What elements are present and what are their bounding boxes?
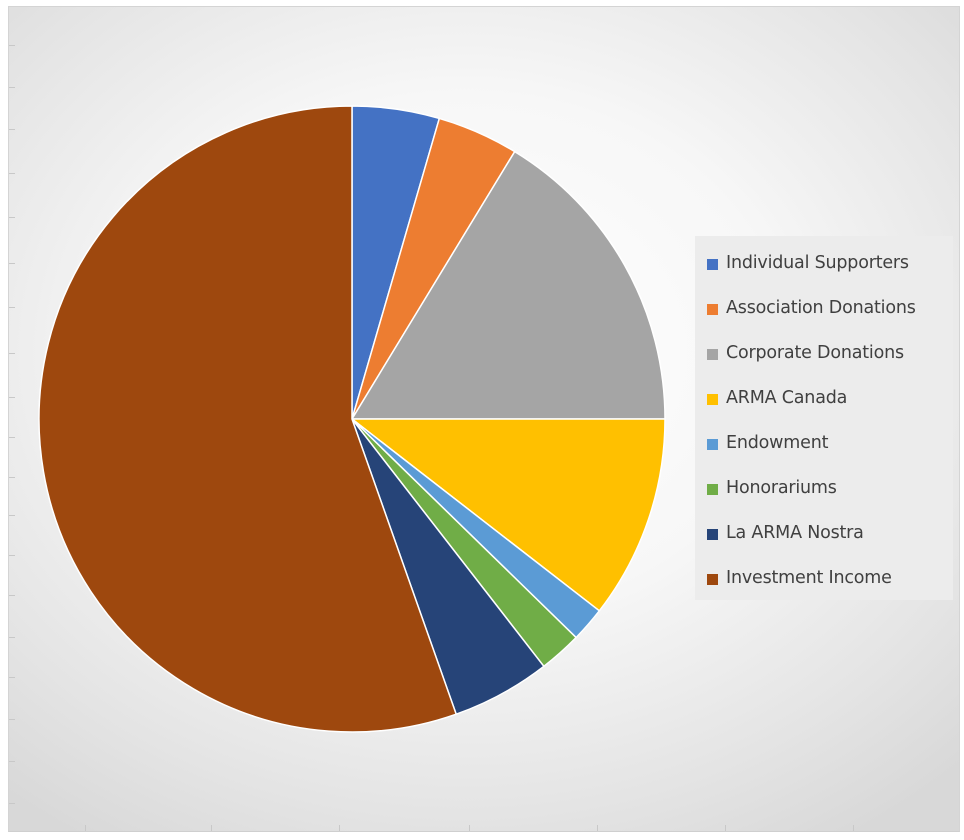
legend-item: Investment Income xyxy=(695,563,953,608)
edge-tick xyxy=(469,825,470,831)
edge-tick xyxy=(9,595,15,596)
edge-tick xyxy=(339,825,340,831)
edge-tick xyxy=(211,825,212,831)
edge-tick xyxy=(9,477,15,478)
edge-tick xyxy=(9,555,15,556)
legend-item: Honorariums xyxy=(695,473,953,518)
edge-tick xyxy=(9,87,15,88)
pie-slice-corporate-donations xyxy=(351,150,666,420)
edge-tick xyxy=(9,397,15,398)
legend-label: Endowment xyxy=(726,433,829,453)
edge-tick xyxy=(853,825,854,831)
edge-tick xyxy=(9,45,15,46)
edge-tick xyxy=(9,307,15,308)
chart-legend: Individual Supporters Association Donatio… xyxy=(695,236,953,600)
pie-slice-arma-canada xyxy=(351,418,666,612)
edge-tick xyxy=(9,263,15,264)
edge-tick xyxy=(9,353,15,354)
legend-swatch xyxy=(707,394,718,405)
edge-tick xyxy=(9,761,15,762)
legend-item: Endowment xyxy=(695,428,953,473)
legend-label: ARMA Canada xyxy=(726,388,848,408)
edge-tick xyxy=(725,825,726,831)
edge-tick xyxy=(9,129,15,130)
pie-slice-investment-income xyxy=(38,105,457,733)
edge-tick xyxy=(9,217,15,218)
edge-tick xyxy=(9,515,15,516)
edge-tick xyxy=(597,825,598,831)
edge-tick xyxy=(9,803,15,804)
legend-swatch xyxy=(707,529,718,540)
edge-tick xyxy=(9,637,15,638)
legend-swatch xyxy=(707,349,718,360)
legend-label: Investment Income xyxy=(726,568,892,588)
edge-tick xyxy=(9,677,15,678)
legend-label: Association Donations xyxy=(726,298,916,318)
edge-tick xyxy=(9,437,15,438)
legend-label: Honorariums xyxy=(726,478,837,498)
pie-slices xyxy=(38,105,666,733)
edge-tick xyxy=(85,825,86,831)
legend-item: Association Donations xyxy=(695,293,953,338)
legend-swatch xyxy=(707,259,718,270)
legend-item: La ARMA Nostra xyxy=(695,518,953,563)
legend-item: Individual Supporters xyxy=(695,248,953,293)
legend-item: ARMA Canada xyxy=(695,383,953,428)
legend-label: La ARMA Nostra xyxy=(726,523,864,543)
edge-tick xyxy=(9,719,15,720)
legend-swatch xyxy=(707,574,718,585)
edge-tick xyxy=(9,173,15,174)
legend-label: Corporate Donations xyxy=(726,343,904,363)
legend-swatch xyxy=(707,304,718,315)
legend-swatch xyxy=(707,439,718,450)
legend-item: Corporate Donations xyxy=(695,338,953,383)
legend-label: Individual Supporters xyxy=(726,253,909,273)
legend-swatch xyxy=(707,484,718,495)
